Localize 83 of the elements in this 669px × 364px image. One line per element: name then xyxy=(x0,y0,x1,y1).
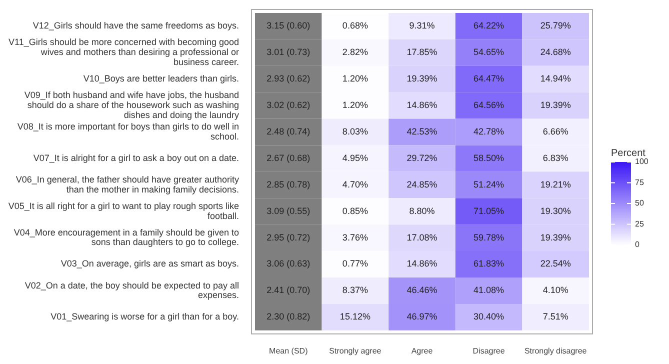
data-label: 19.39% xyxy=(540,232,571,242)
text: 2.48 (0.74) xyxy=(266,126,310,136)
data-label: 19.30% xyxy=(540,206,571,216)
data-label: 25.79% xyxy=(540,20,571,31)
data-label: 14.94% xyxy=(540,74,571,84)
data-label: 58.50% xyxy=(474,152,504,163)
data-label: 17.85% xyxy=(406,47,438,58)
data-label: 14.86% xyxy=(406,100,438,110)
y-tick-label: V06_In general, the father should have greater authority than the mother in making family decisions. xyxy=(16,174,240,194)
data-label: 3.76% xyxy=(342,232,368,242)
y-tick-label: V07_It is alright for a girl to ask a boy out on a date. xyxy=(33,152,239,163)
text: 2.41 (0.70) xyxy=(266,285,310,296)
data-label: 64.56% xyxy=(474,100,504,110)
y-tick-label: V09_If both husband and wife have jobs, the husband should do a share of the housework such as washing dishes and doing the laundry xyxy=(24,90,240,120)
data-label: 19.21% xyxy=(540,179,571,190)
data-label: 0.68% xyxy=(342,20,368,31)
data-label: 22.54% xyxy=(540,258,571,269)
data-label: 61.83% xyxy=(474,258,504,269)
data-label: 8.37% xyxy=(342,285,368,296)
data-label: 42.78% xyxy=(474,126,504,136)
y-tick-label: V11_Girls should be more concerned with becoming good wives and mothers than desiring a professional or business career. xyxy=(8,37,239,68)
color-bar-title: Percent xyxy=(611,148,646,159)
data-label: 15.12% xyxy=(340,312,370,322)
y-tick-label: V05_It is all right for a girl to want to play rough sports like football. xyxy=(8,200,239,221)
data-label: 8.03% xyxy=(342,126,368,136)
color-bar-label: 75 xyxy=(635,178,644,187)
data-label: 0.85% xyxy=(342,206,368,216)
text: 3.09 (0.55) xyxy=(266,206,310,216)
y-tick-label: V01_Swearing is worse for a girl than for a boy. xyxy=(50,312,239,322)
data-label: 1.20% xyxy=(342,100,368,110)
data-label: 42.53% xyxy=(406,126,438,136)
data-label: 1.20% xyxy=(342,74,368,84)
data-label: 59.78% xyxy=(474,232,504,242)
data-label: 46.46% xyxy=(406,285,438,296)
text: 3.02 (0.62) xyxy=(266,100,310,110)
text: 2.95 (0.72) xyxy=(266,232,310,242)
color-bar-label: 100 xyxy=(635,157,649,166)
color-bar-label: 0 xyxy=(635,240,640,250)
data-label: 19.39% xyxy=(540,100,571,110)
text: 3.15 (0.60) xyxy=(266,20,310,31)
y-tick-label: V02_On a date, the boy should be expected to pay all expenses. xyxy=(24,280,239,300)
text: 2.67 (0.68) xyxy=(266,152,310,163)
data-label: 7.51% xyxy=(542,312,568,322)
data-label: 41.08% xyxy=(474,285,504,296)
data-label: 2.82% xyxy=(342,47,368,58)
text: 3.06 (0.63) xyxy=(266,258,310,269)
data-label: 64.47% xyxy=(474,74,504,84)
y-tick-label: V04_More encouragement in a family should be given to sons than daughters to go to college. xyxy=(14,227,239,248)
data-label: 51.24% xyxy=(474,179,504,190)
x-tick-label: Disagree xyxy=(472,346,506,356)
data-label: 6.83% xyxy=(542,152,568,163)
data-label: 14.86% xyxy=(406,258,438,269)
data-label: 30.40% xyxy=(474,312,504,322)
x-tick-label: Mean (SD) xyxy=(269,346,308,356)
data-label: 8.80% xyxy=(409,206,435,216)
text: 2.93 (0.62) xyxy=(266,74,310,84)
y-tick-label: V10_Boys are better leaders than girls. xyxy=(83,74,239,84)
data-label: 6.66% xyxy=(542,126,568,136)
data-label: 64.22% xyxy=(474,20,504,31)
data-label: 29.72% xyxy=(406,152,438,163)
data-label: 4.95% xyxy=(342,152,368,163)
data-label: 24.68% xyxy=(540,47,571,58)
data-label: 19.39% xyxy=(406,74,438,84)
x-tick-label: Agree xyxy=(411,346,434,356)
x-tick-label: Strongly disagree xyxy=(524,346,588,356)
data-label: 4.70% xyxy=(342,179,368,190)
text: 2.30 (0.82) xyxy=(266,312,310,322)
data-label: 24.85% xyxy=(406,179,438,190)
x-tick-label: Strongly agree xyxy=(329,346,382,356)
y-tick-label: V03_On average, girls are as smart as boys. xyxy=(60,258,239,269)
text: 2.85 (0.78) xyxy=(266,179,310,190)
data-label: 4.10% xyxy=(542,285,568,296)
data-label: 54.65% xyxy=(474,47,504,58)
y-tick-label: V08_It is more important for boys than girls to do well in school. xyxy=(17,122,239,142)
data-label: 71.05% xyxy=(474,206,504,216)
color-bar-label: 25 xyxy=(635,219,644,228)
data-label: 0.77% xyxy=(342,258,368,269)
data-label: 46.97% xyxy=(406,312,438,322)
y-tick-label: V12_Girls should have the same freedoms as boys. xyxy=(32,20,239,31)
text: 3.01 (0.73) xyxy=(266,47,310,58)
data-label: 9.31% xyxy=(409,20,435,31)
color-bar-label: 50 xyxy=(635,198,644,208)
data-label: 17.08% xyxy=(406,232,438,242)
